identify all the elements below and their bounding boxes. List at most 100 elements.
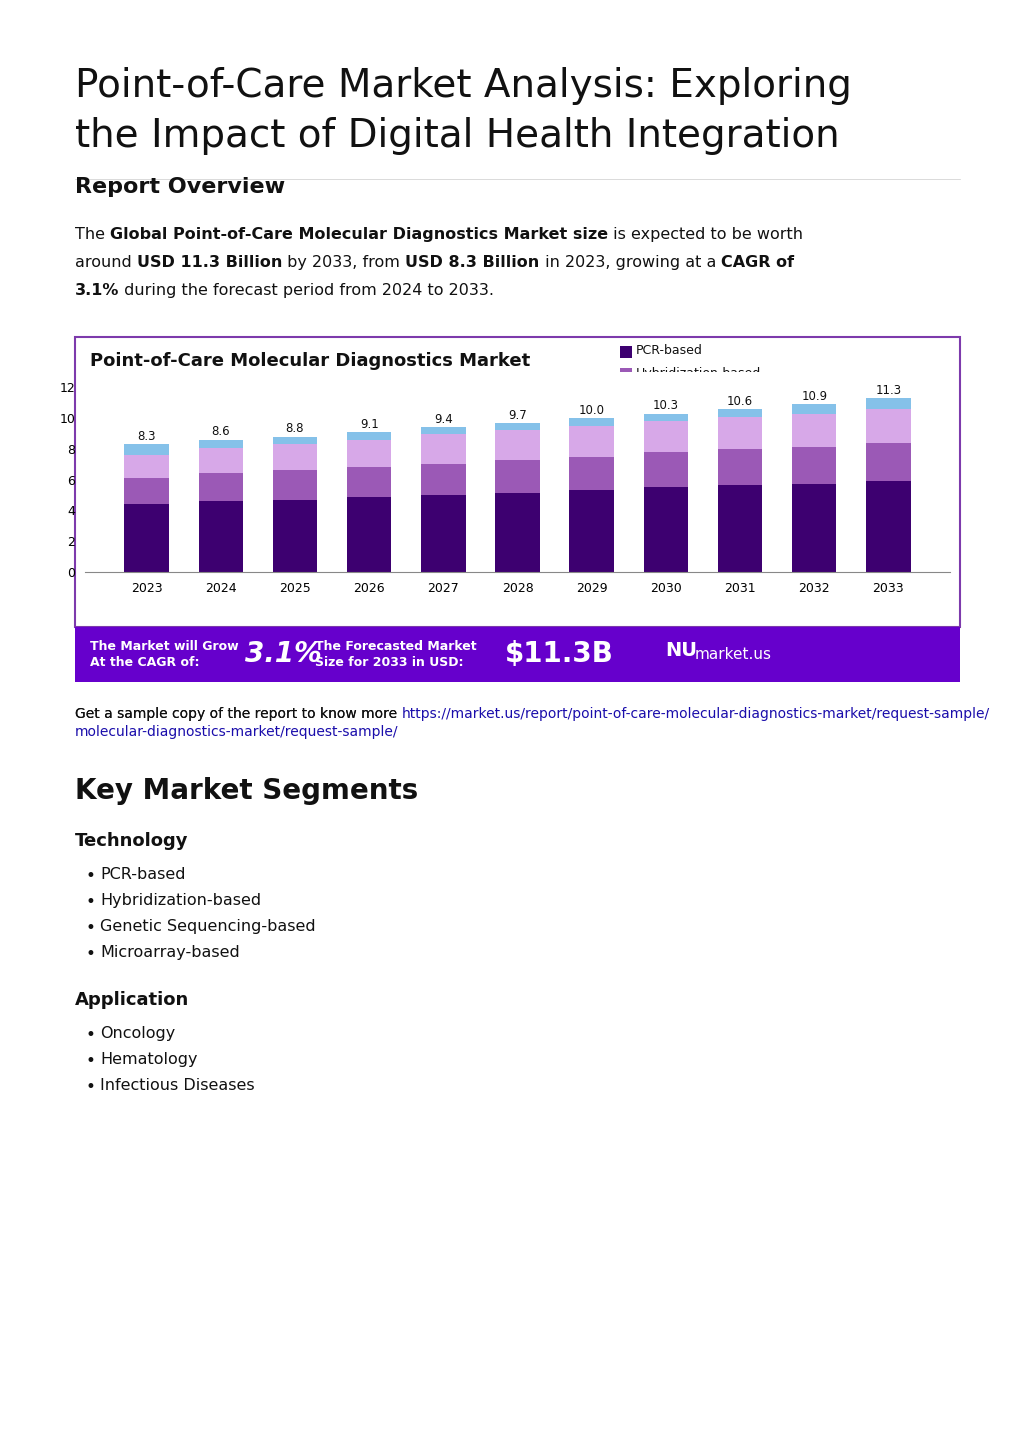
Text: Size for 2033 in USD:: Size for 2033 in USD: [315, 655, 463, 669]
Bar [347, 440, 392, 467]
Text: 10.6: 10.6 [727, 395, 753, 408]
Bar [866, 443, 910, 482]
Text: $11.3B: $11.3B [505, 641, 614, 669]
Text: Microarray-based: Microarray-based [100, 945, 239, 959]
Text: At the CAGR of:: At the CAGR of: [90, 655, 199, 669]
Bar [495, 460, 540, 493]
Bar [718, 410, 762, 417]
Text: Size, by Technology, 2023–2033 (USD Billion): Size, by Technology, 2023–2033 (USD Bill… [90, 375, 392, 388]
Bar [347, 433, 392, 440]
FancyBboxPatch shape [75, 337, 960, 627]
Text: https://market.us/report/point-of-care-molecular-diagnostics-market/request-samp: https://market.us/report/point-of-care-m… [401, 708, 989, 721]
Bar [198, 449, 243, 473]
Text: Key Market Segments: Key Market Segments [75, 777, 418, 805]
Text: by 2033, from: by 2033, from [282, 255, 405, 271]
Text: CAGR of: CAGR of [721, 255, 794, 271]
Bar [273, 444, 317, 470]
Bar [125, 454, 169, 478]
Text: 11.3: 11.3 [876, 383, 901, 396]
Text: 8.8: 8.8 [285, 423, 304, 436]
Bar [866, 398, 910, 410]
Bar [495, 423, 540, 430]
Text: Genetic Sequencing-based: Genetic Sequencing-based [100, 919, 316, 933]
Bar [273, 499, 317, 572]
Text: Report Overview: Report Overview [75, 177, 285, 197]
Text: •: • [85, 919, 95, 938]
Bar [792, 414, 837, 447]
Text: 9.1: 9.1 [360, 418, 379, 431]
Text: around: around [75, 255, 137, 271]
Text: Genetic Sequencing-based: Genetic Sequencing-based [636, 388, 804, 401]
Text: 8.3: 8.3 [137, 430, 155, 443]
Text: Point-of-Care Molecular Diagnostics Market: Point-of-Care Molecular Diagnostics Mark… [90, 352, 530, 370]
Text: Technology: Technology [75, 832, 188, 849]
Bar [421, 463, 465, 495]
Bar [198, 501, 243, 572]
Bar [643, 421, 688, 451]
Text: 9.7: 9.7 [508, 408, 527, 421]
Bar [570, 457, 614, 491]
Text: NU: NU [665, 641, 697, 660]
Bar [421, 434, 465, 463]
Text: •: • [85, 1078, 95, 1095]
FancyBboxPatch shape [620, 368, 632, 381]
Text: the Impact of Digital Health Integration: the Impact of Digital Health Integration [75, 117, 840, 155]
Bar [570, 418, 614, 425]
Text: 10.9: 10.9 [801, 391, 828, 404]
Text: Get a sample copy of the report to know more: Get a sample copy of the report to know … [75, 708, 401, 721]
Text: market.us: market.us [695, 647, 772, 661]
Text: in 2023, growing at a: in 2023, growing at a [539, 255, 721, 271]
Text: PCR-based: PCR-based [636, 344, 703, 357]
Bar [866, 482, 910, 572]
Bar [347, 467, 392, 498]
Text: The Forecasted Market: The Forecasted Market [315, 640, 477, 653]
Text: Point-of-Care Market Analysis: Exploring: Point-of-Care Market Analysis: Exploring [75, 67, 852, 106]
Bar [495, 430, 540, 460]
Text: Infectious Diseases: Infectious Diseases [100, 1078, 255, 1092]
Text: Microarray-based: Microarray-based [636, 411, 745, 424]
Bar [792, 447, 837, 483]
Text: The: The [75, 227, 110, 242]
Text: molecular-diagnostics-market/request-sample/: molecular-diagnostics-market/request-sam… [75, 725, 399, 739]
Bar [718, 485, 762, 572]
Bar [570, 425, 614, 457]
Text: 10.3: 10.3 [653, 399, 679, 412]
Text: Get a sample copy of the report to know more: Get a sample copy of the report to know … [75, 708, 401, 721]
Bar [792, 483, 837, 572]
Bar [643, 451, 688, 488]
Text: 8.6: 8.6 [212, 425, 230, 438]
Text: Application: Application [75, 991, 189, 1009]
Bar [570, 491, 614, 572]
Bar [125, 478, 169, 505]
Bar [866, 410, 910, 443]
Bar [347, 498, 392, 572]
Text: USD 8.3 Billion: USD 8.3 Billion [405, 255, 539, 271]
Bar [718, 417, 762, 449]
Text: is expected to be worth: is expected to be worth [609, 227, 803, 242]
Bar [421, 427, 465, 434]
Bar [718, 449, 762, 485]
Bar [421, 495, 465, 572]
Text: •: • [85, 1052, 95, 1069]
Text: 3.1%: 3.1% [75, 284, 120, 298]
Bar [495, 493, 540, 572]
Bar [198, 440, 243, 449]
Text: •: • [85, 867, 95, 886]
Text: USD 11.3 Billion: USD 11.3 Billion [137, 255, 282, 271]
Bar [792, 404, 837, 414]
Text: The Market will Grow: The Market will Grow [90, 640, 238, 653]
FancyBboxPatch shape [620, 346, 632, 357]
Text: Hybridization-based: Hybridization-based [100, 893, 261, 909]
Text: Hematology: Hematology [100, 1052, 197, 1066]
Text: •: • [85, 945, 95, 964]
Bar [643, 488, 688, 572]
Text: during the forecast period from 2024 to 2033.: during the forecast period from 2024 to … [120, 284, 494, 298]
Bar [198, 473, 243, 501]
Text: Oncology: Oncology [100, 1026, 175, 1040]
Text: 9.4: 9.4 [434, 414, 453, 427]
Text: PCR-based: PCR-based [100, 867, 185, 883]
Text: •: • [85, 1026, 95, 1043]
Text: •: • [85, 893, 95, 912]
Text: 3.1%: 3.1% [244, 641, 322, 669]
Bar [273, 470, 317, 499]
